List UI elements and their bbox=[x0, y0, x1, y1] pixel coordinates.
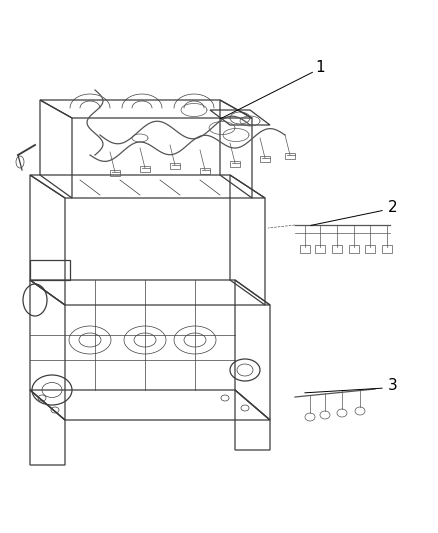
Text: 2: 2 bbox=[388, 199, 398, 214]
Text: 3: 3 bbox=[388, 377, 398, 392]
Text: 1: 1 bbox=[315, 61, 325, 76]
